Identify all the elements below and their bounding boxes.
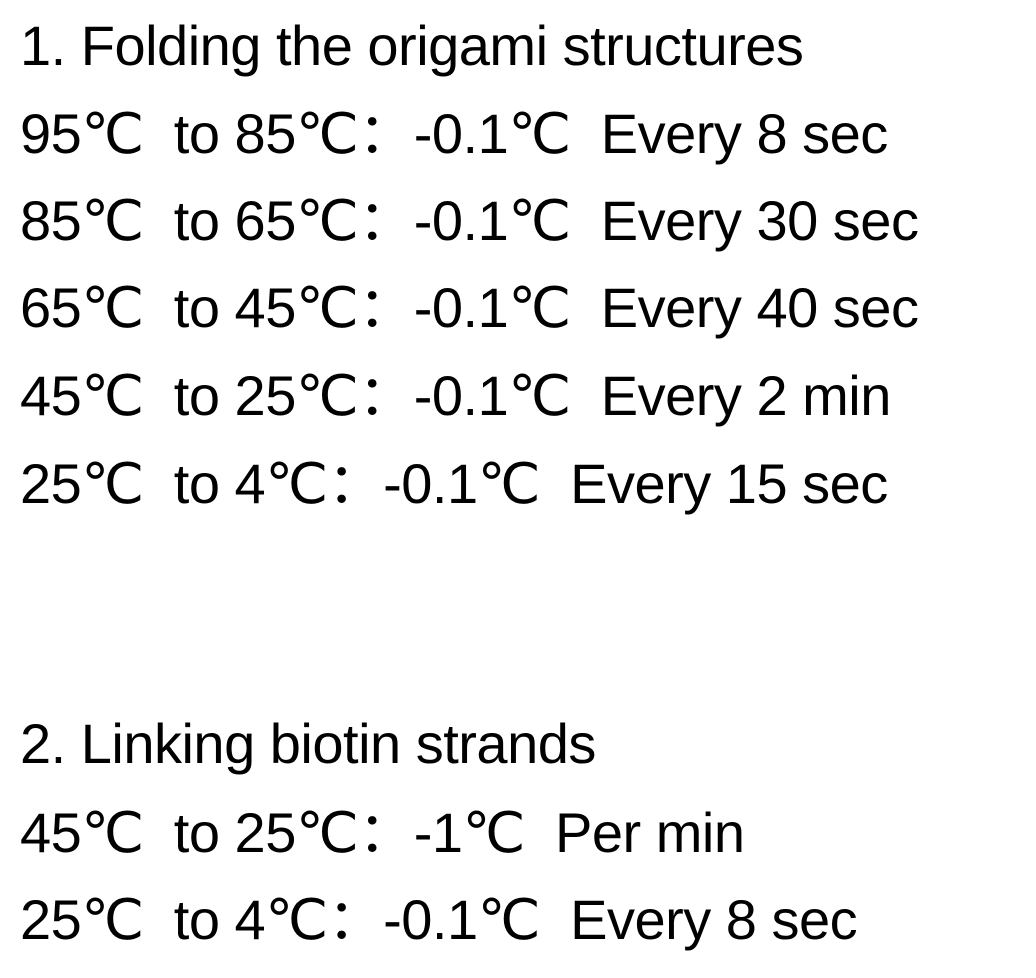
section1-step-5: 25℃ to 4℃：-0.1℃ Every 15 sec [20, 452, 888, 515]
section1-step-2: 85℃ to 65℃：-0.1℃ Every 30 sec [20, 189, 919, 252]
section1-step-3: 65℃ to 45℃：-0.1℃ Every 40 sec [20, 276, 919, 339]
section1-step-4: 45℃ to 25℃：-0.1℃ Every 2 min [20, 364, 891, 427]
section2-step-2: 25℃ to 4℃：-0.1℃ Every 8 sec [20, 888, 858, 951]
section2-step-1: 45℃ to 25℃：-1℃ Per min [20, 801, 745, 864]
section1-step-1: 95℃ to 85℃：-0.1℃ Every 8 sec [20, 102, 888, 165]
section2-heading: 2. Linking biotin strands [20, 712, 596, 775]
section1-heading: 1. Folding the origami structures [20, 14, 804, 77]
